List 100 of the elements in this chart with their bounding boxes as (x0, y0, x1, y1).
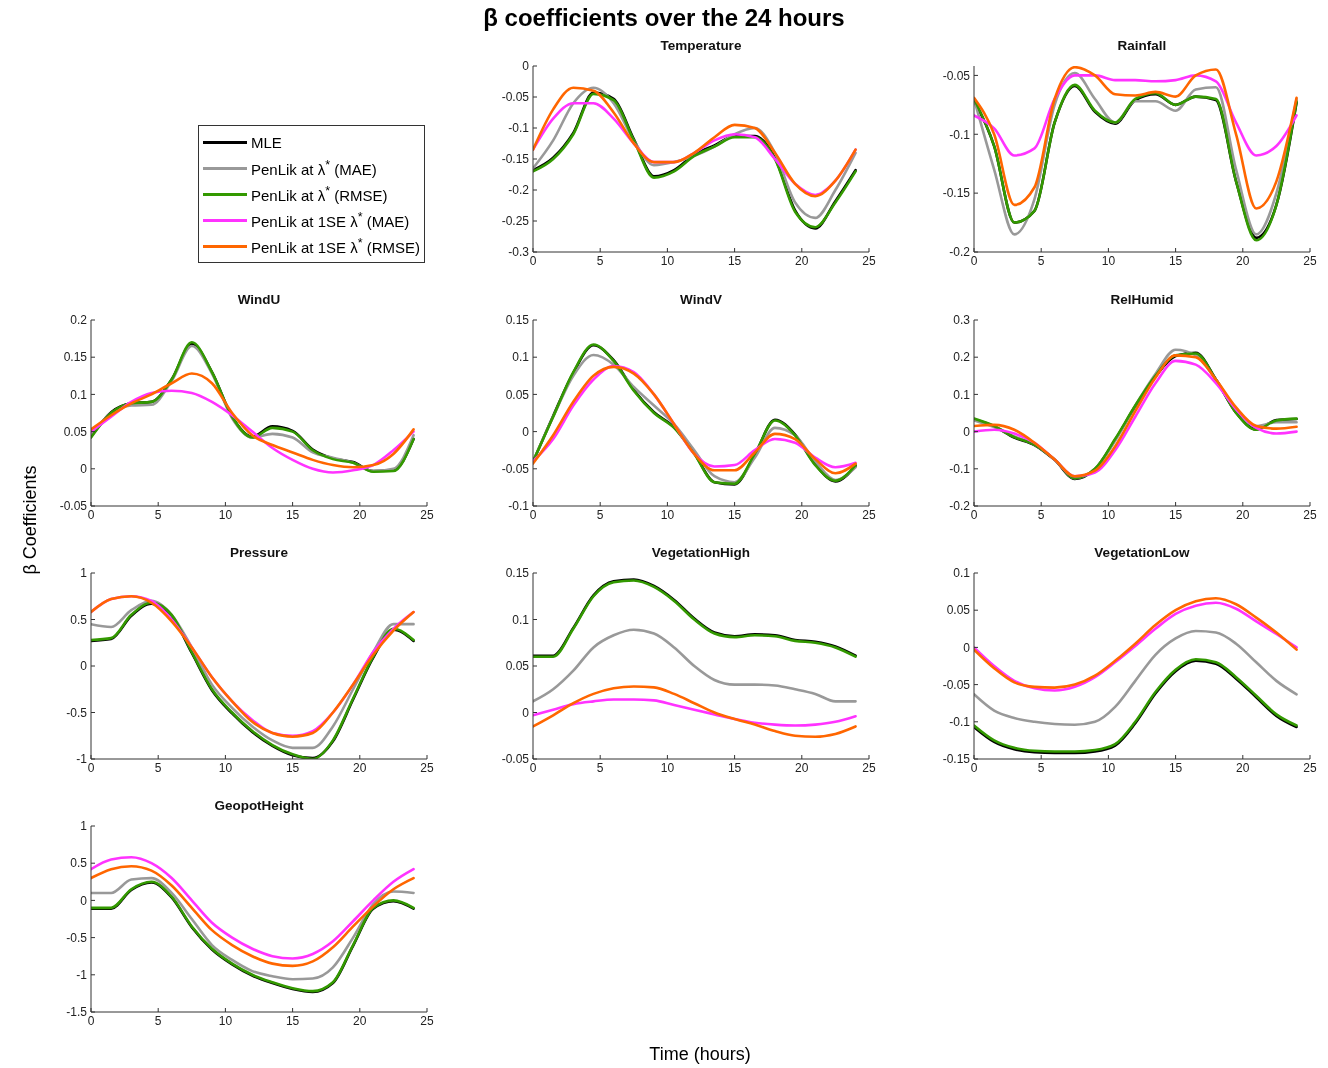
x-tick-label: 10 (660, 507, 675, 522)
x-tick-label: 5 (1037, 760, 1045, 775)
legend-label: PenLik at λ$^{*}$ (MAE) (251, 158, 377, 178)
x-tick-label: 25 (862, 507, 876, 522)
y-tick-label: 0.15 (63, 350, 88, 365)
y-tick-label: 0.1 (953, 566, 971, 581)
y-tick-label: 0.05 (505, 659, 530, 674)
y-tick-label: -0.15 (501, 152, 530, 167)
x-tick-label: 15 (1168, 760, 1183, 775)
chart-title: Pressure (229, 545, 289, 562)
y-tick-label: 0 (522, 59, 530, 74)
x-tick-label: 25 (420, 507, 434, 522)
y-tick-label: 0.05 (505, 387, 530, 402)
x-tick-label: 5 (154, 507, 162, 522)
y-tick-label: 0 (80, 893, 88, 908)
x-tick-label: 5 (154, 760, 162, 775)
y-tick-label: 0.1 (70, 387, 88, 402)
x-tick-label: 10 (660, 253, 675, 268)
x-tick-label: 5 (596, 253, 604, 268)
y-tick-label: -0.05 (501, 90, 530, 105)
y-tick-label: -0.05 (942, 677, 971, 692)
y-tick-label: -1 (76, 752, 88, 767)
x-tick-label: 20 (353, 1013, 367, 1028)
text: β coefficients over the 24 hours (482, 4, 846, 32)
chart-title: VegetationHigh (650, 545, 752, 562)
x-tick-label: 25 (1303, 760, 1317, 775)
y-tick-label: -0.5 (66, 930, 88, 945)
x-tick-label: 15 (285, 507, 300, 522)
y-tick-label: -0.15 (942, 186, 971, 201)
text: Time (hours) (648, 1044, 752, 1065)
y-tick-label: -0.1 (508, 499, 530, 514)
y-tick-label: 0.2 (70, 313, 88, 328)
y-tick-label: 0.5 (70, 856, 88, 871)
y-tick-label: 0.05 (63, 424, 88, 439)
chart-title: Temperature (659, 38, 743, 55)
y-tick-label: 0 (963, 424, 971, 439)
y-axis-title: β Coefficients (19, 465, 41, 575)
y-tick-label: -0.25 (501, 214, 530, 229)
y-tick-label: -0.2 (949, 245, 971, 260)
y-tick-label: 0.1 (512, 350, 530, 365)
chart-title: VegetationLow (1093, 545, 1191, 562)
x-tick-label: 25 (862, 253, 876, 268)
y-tick-label: 0 (80, 462, 88, 477)
x-tick-label: 25 (420, 1013, 434, 1028)
y-tick-label: 0 (522, 424, 530, 439)
x-tick-label: 10 (218, 507, 233, 522)
chart-title: RelHumid (1109, 292, 1175, 309)
y-tick-label: -0.05 (501, 462, 530, 477)
x-tick-label: 10 (1101, 253, 1116, 268)
x-tick-label: 10 (660, 760, 675, 775)
x-tick-label: 15 (727, 253, 742, 268)
legend-label: MLE (251, 133, 282, 151)
y-tick-label: -0.1 (508, 121, 530, 136)
y-tick-label: -0.2 (949, 499, 971, 514)
y-tick-label: 0 (522, 705, 530, 720)
x-tick-label: 20 (353, 507, 367, 522)
y-tick-label: -0.5 (66, 705, 88, 720)
x-tick-label: 25 (862, 760, 876, 775)
legend-label: PenLik at 1SE λ$^{*}$ (RMSE) (251, 236, 421, 256)
y-tick-label: 0 (963, 640, 971, 655)
x-tick-label: 20 (1236, 507, 1250, 522)
y-tick-label: -0.05 (501, 752, 530, 767)
x-tick-label: 15 (285, 760, 300, 775)
x-tick-label: 5 (596, 760, 604, 775)
y-tick-label: -0.1 (949, 127, 971, 142)
x-tick-label: 10 (218, 760, 233, 775)
y-tick-label: 0.1 (512, 612, 530, 627)
y-tick-label: 0.15 (505, 313, 530, 328)
y-tick-label: -0.15 (942, 752, 971, 767)
x-tick-label: 20 (1236, 760, 1250, 775)
y-tick-label: 1 (80, 566, 88, 581)
x-tick-label: 25 (420, 760, 434, 775)
chart-title: WindU (236, 292, 282, 309)
x-tick-label: 15 (727, 760, 742, 775)
x-tick-label: 5 (596, 507, 604, 522)
y-tick-label: 0.2 (953, 350, 971, 365)
y-tick-label: 1 (80, 819, 88, 834)
x-tick-label: 15 (727, 507, 742, 522)
y-tick-label: -0.05 (942, 68, 971, 83)
y-tick-label: -0.1 (949, 715, 971, 730)
x-tick-label: 10 (1101, 760, 1116, 775)
x-tick-label: 5 (154, 1013, 162, 1028)
y-tick-label: -0.3 (508, 245, 530, 260)
x-tick-label: 25 (1303, 253, 1317, 268)
x-tick-label: 10 (1101, 507, 1116, 522)
x-tick-label: 5 (1037, 507, 1045, 522)
x-tick-label: 20 (795, 507, 809, 522)
chart-title: WindV (679, 292, 723, 309)
x-tick-label: 10 (218, 1013, 233, 1028)
y-tick-label: 0.3 (953, 313, 971, 328)
x-tick-label: 15 (1168, 253, 1183, 268)
legend-label: PenLik at 1SE λ$^{*}$ (MAE) (251, 210, 410, 230)
x-tick-label: 20 (353, 760, 367, 775)
y-tick-label: 0.05 (946, 603, 971, 618)
y-tick-label: 0.5 (70, 612, 88, 627)
y-tick-label: 0.1 (953, 387, 971, 402)
y-tick-label: -0.1 (949, 462, 971, 477)
x-tick-label: 15 (1168, 507, 1183, 522)
x-tick-label: 5 (1037, 253, 1045, 268)
y-tick-label: 0 (80, 659, 88, 674)
